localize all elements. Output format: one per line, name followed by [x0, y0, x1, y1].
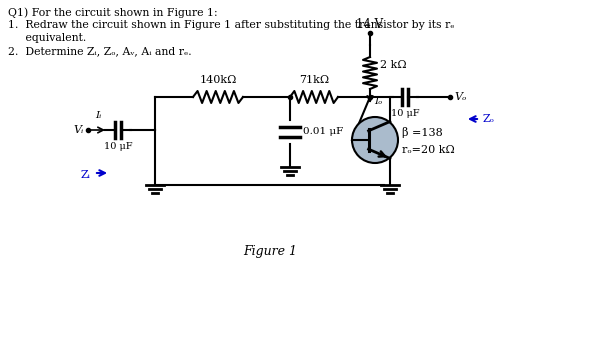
- Text: Iₒ: Iₒ: [374, 97, 382, 105]
- Text: 10 μF: 10 μF: [391, 109, 419, 118]
- Circle shape: [352, 117, 398, 163]
- Text: Zᵢ: Zᵢ: [80, 170, 90, 180]
- Text: Iᵢ: Iᵢ: [95, 111, 101, 120]
- Text: 71kΩ: 71kΩ: [299, 75, 329, 85]
- Text: Q1) For the circuit shown in Figure 1:: Q1) For the circuit shown in Figure 1:: [8, 7, 218, 18]
- Text: 2.  Determine Zᵢ, Zₒ, Aᵥ, Aᵢ and rₑ.: 2. Determine Zᵢ, Zₒ, Aᵥ, Aᵢ and rₑ.: [8, 46, 191, 56]
- Text: 2 kΩ: 2 kΩ: [380, 60, 407, 70]
- Text: Vₒ: Vₒ: [454, 92, 466, 102]
- Text: 0.01 μF: 0.01 μF: [303, 128, 343, 136]
- Text: 10 μF: 10 μF: [104, 142, 133, 151]
- Text: 140kΩ: 140kΩ: [199, 75, 236, 85]
- Text: 14 V: 14 V: [356, 18, 383, 31]
- Text: Zₒ: Zₒ: [483, 114, 495, 124]
- Text: 1.  Redraw the circuit shown in Figure 1 after substituting the transistor by it: 1. Redraw the circuit shown in Figure 1 …: [8, 20, 455, 30]
- Text: β =138: β =138: [402, 126, 443, 137]
- Text: rₒ=20 kΩ: rₒ=20 kΩ: [402, 145, 455, 155]
- Text: equivalent.: equivalent.: [8, 33, 86, 43]
- Text: Figure 1: Figure 1: [243, 245, 297, 258]
- Text: Vᵢ: Vᵢ: [74, 125, 84, 135]
